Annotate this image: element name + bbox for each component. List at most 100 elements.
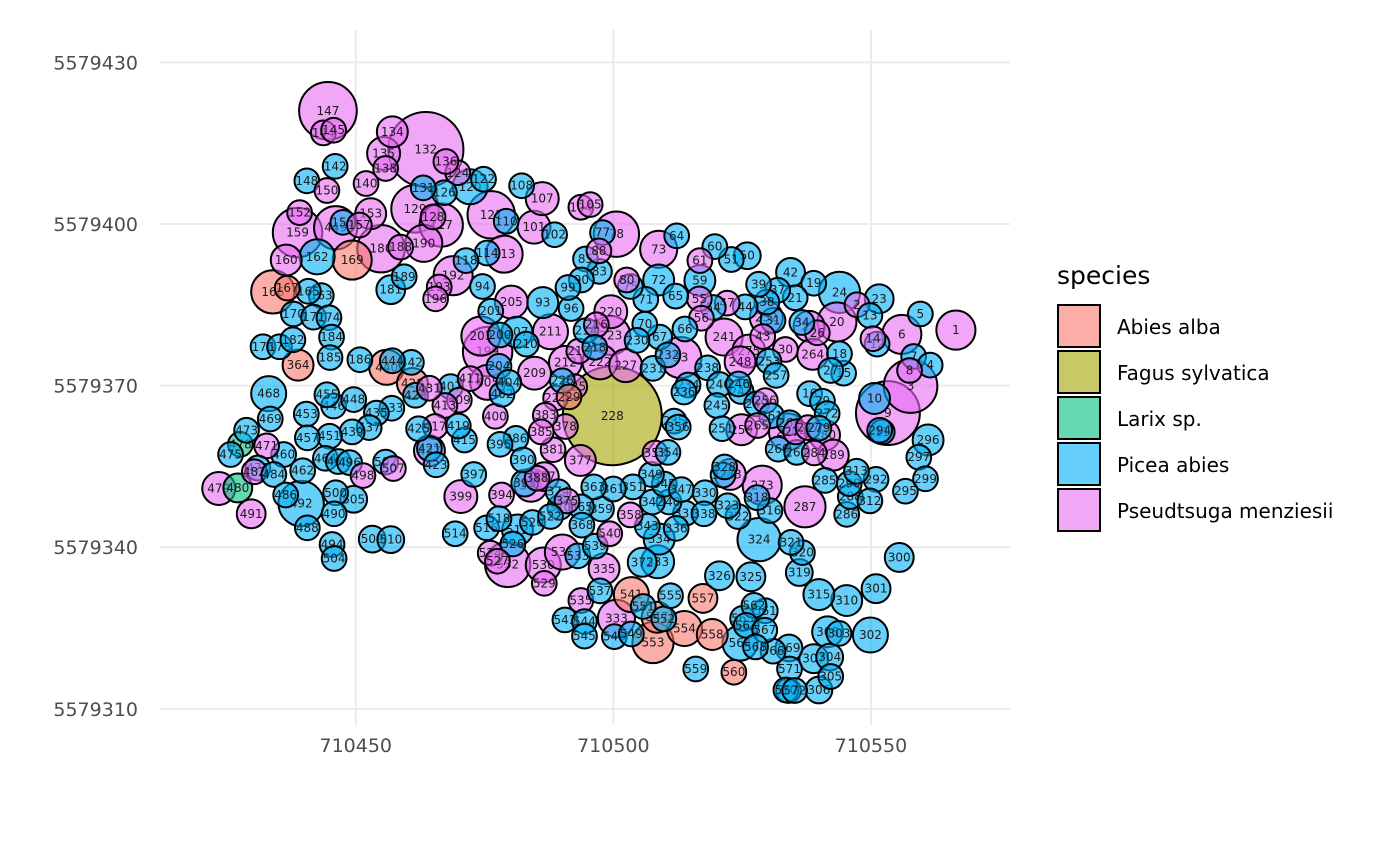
tree-id-label: 227 bbox=[614, 359, 637, 373]
tree-id-label: 462 bbox=[291, 464, 314, 478]
tree-id-label: 229 bbox=[558, 390, 581, 404]
tree-point bbox=[512, 330, 540, 358]
tree-point bbox=[777, 528, 805, 556]
tree-id-label: 72 bbox=[651, 273, 666, 287]
legend-title: species bbox=[1057, 261, 1150, 290]
legend-key bbox=[1057, 442, 1101, 486]
tree-id-label: 21 bbox=[788, 291, 803, 305]
tree-id-label: 142 bbox=[324, 159, 347, 173]
tree-id-label: 551 bbox=[632, 599, 655, 613]
tree-id-label: 372 bbox=[631, 555, 654, 569]
tree-point bbox=[708, 415, 736, 443]
tree-point bbox=[495, 368, 523, 396]
tree-id-label: 27 bbox=[823, 363, 838, 377]
tree-id-label: 330 bbox=[694, 486, 717, 500]
tree-id-label: 385 bbox=[530, 425, 553, 439]
tree-point bbox=[896, 357, 923, 384]
tree-id-label: 304 bbox=[818, 650, 841, 664]
tree-id-label: 482 bbox=[243, 465, 266, 479]
tree-id-label: 285 bbox=[814, 473, 837, 487]
tree-id-label: 543 bbox=[553, 613, 576, 627]
tree-id-label: 507 bbox=[382, 462, 405, 476]
y-tick-label: 5579310 bbox=[53, 699, 138, 721]
tree-id-label: 323 bbox=[716, 499, 739, 513]
tree-id-label: 42 bbox=[783, 265, 798, 279]
tree-id-label: 160 bbox=[275, 253, 298, 267]
tree-point bbox=[714, 492, 742, 520]
tree-point bbox=[555, 383, 583, 411]
tree-point bbox=[260, 461, 288, 488]
tree-point bbox=[508, 172, 535, 200]
tree-point bbox=[486, 430, 514, 458]
tree-id-label: 20 bbox=[829, 315, 844, 329]
tree-id-label: 251 bbox=[711, 422, 734, 436]
tree-id-label: 411 bbox=[459, 372, 482, 386]
tree-id-label: 43 bbox=[755, 330, 770, 344]
tree-point bbox=[286, 199, 313, 227]
x-tick-label: 710500 bbox=[577, 735, 650, 757]
tree-point bbox=[856, 487, 884, 515]
tree-id-label: 359 bbox=[590, 502, 613, 516]
tree-point bbox=[316, 344, 344, 371]
tree-point bbox=[499, 530, 527, 558]
legend-items: Abies alba Fagus sylvatica Larix sp. Picea … bbox=[1057, 304, 1333, 532]
legend-label: Abies alba bbox=[1117, 315, 1221, 339]
tree-id-label: 559 bbox=[684, 662, 707, 676]
tree-id-label: 228 bbox=[601, 409, 624, 423]
tree-point bbox=[293, 424, 321, 452]
tree-id-label: 388 bbox=[526, 471, 549, 485]
tree-point bbox=[843, 457, 870, 485]
tree-id-label: 297 bbox=[907, 450, 930, 464]
tree-point bbox=[695, 618, 729, 651]
tree-id-label: 238 bbox=[696, 361, 719, 375]
tree-id-label: 205 bbox=[500, 295, 523, 309]
tree-id-label: 361 bbox=[602, 482, 625, 496]
tree-id-label: 526 bbox=[501, 537, 524, 551]
tree-id-label: 246 bbox=[727, 377, 750, 391]
tree-id-label: 562 bbox=[743, 598, 766, 612]
tree-point bbox=[235, 498, 267, 530]
tree-id-label: 169 bbox=[341, 253, 364, 267]
tree-id-label: 200 bbox=[489, 328, 512, 342]
tree-id-label: 190 bbox=[412, 236, 435, 250]
legend-key bbox=[1057, 396, 1101, 440]
tree-id-label: 453 bbox=[295, 407, 318, 421]
tree-point bbox=[762, 361, 790, 389]
tree-id-label: 328 bbox=[713, 460, 736, 474]
tree-point bbox=[523, 464, 551, 492]
tree-id-label: 88 bbox=[591, 244, 606, 258]
tree-id-label: 572 bbox=[783, 684, 806, 698]
tree-point bbox=[866, 416, 894, 444]
tree-id-label: 529 bbox=[533, 576, 556, 590]
tree-id-label: 363 bbox=[582, 480, 605, 494]
tree-id-label: 484 bbox=[262, 467, 285, 481]
tree-point bbox=[509, 446, 537, 474]
tree-id-label: 93 bbox=[535, 296, 550, 310]
tree-point bbox=[320, 500, 348, 528]
tree-id-label: 279 bbox=[807, 421, 830, 435]
tree-id-label: 404 bbox=[497, 375, 520, 389]
tree-point bbox=[744, 412, 771, 439]
tree-point bbox=[859, 325, 887, 353]
tree-id-label: 67 bbox=[652, 330, 667, 344]
tree-point bbox=[749, 323, 777, 350]
tree-id-label: 326 bbox=[708, 569, 731, 583]
tree-id-label: 500 bbox=[324, 486, 347, 500]
tree-id-label: 196 bbox=[424, 292, 447, 306]
tree-point bbox=[664, 413, 692, 441]
tree-point bbox=[485, 505, 513, 533]
tree-id-label: 490 bbox=[323, 507, 346, 521]
tree-id-label: 342 bbox=[641, 495, 664, 509]
tree-point bbox=[372, 155, 399, 182]
tree-point bbox=[687, 582, 719, 614]
tree-id-label: 257 bbox=[765, 368, 788, 382]
tree-point bbox=[892, 477, 919, 505]
tree-id-label: 315 bbox=[807, 588, 830, 602]
tree-id-label: 152 bbox=[288, 206, 311, 220]
tree-id-label: 498 bbox=[352, 469, 375, 483]
tree-point bbox=[585, 237, 613, 265]
tree-point bbox=[743, 484, 771, 512]
tree-id-label: 24 bbox=[832, 285, 847, 299]
tree-id-label: 231 bbox=[642, 361, 665, 375]
tree-id-label: 201 bbox=[479, 304, 502, 318]
